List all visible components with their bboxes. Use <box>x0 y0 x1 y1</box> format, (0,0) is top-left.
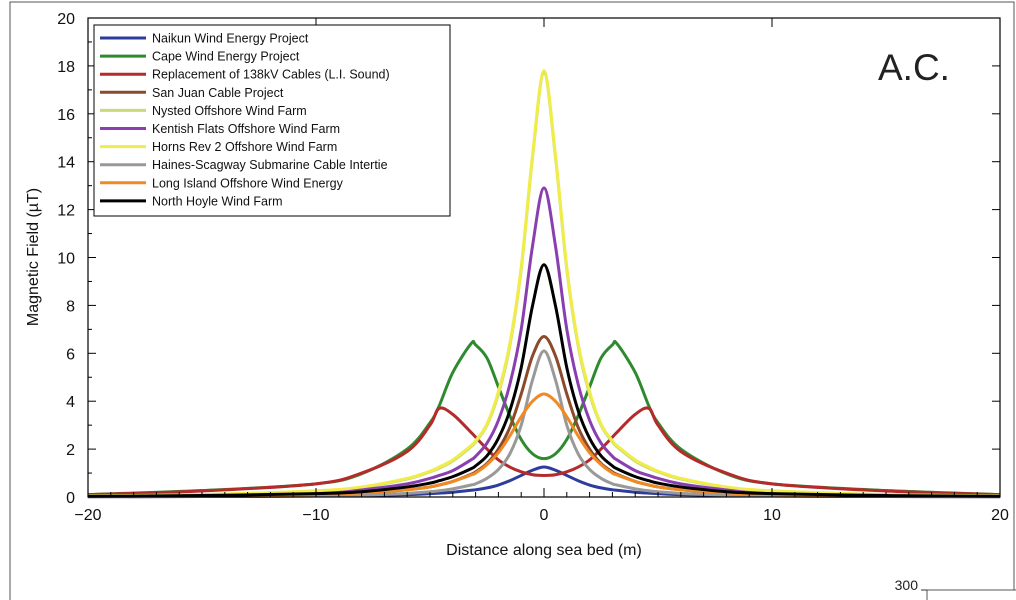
legend: Naikun Wind Energy Project Cape Wind Ener… <box>93 24 451 217</box>
legend-box <box>93 24 451 217</box>
x-tick-label: 10 <box>763 507 781 524</box>
legend-label: Kentish Flats Offshore Wind Farm <box>152 122 340 136</box>
y-tick-label: 20 <box>57 11 75 28</box>
y-tick-label: 16 <box>57 107 75 124</box>
y-tick-label: 14 <box>57 155 75 172</box>
legend-label: North Hoyle Wind Farm <box>152 194 283 208</box>
legend-label: Cape Wind Energy Project <box>152 50 300 64</box>
legend-label: Horns Rev 2 Offshore Wind Farm <box>152 140 337 154</box>
chart-annotation: A.C. <box>878 47 950 88</box>
series-line-9 <box>87 392 1001 499</box>
series-line-3 <box>87 406 1001 497</box>
series-line-10 <box>87 263 1001 498</box>
x-tick-label: −10 <box>302 507 329 524</box>
x-tick-label: 0 <box>540 507 549 524</box>
series-line-8 <box>87 349 1001 499</box>
inset-plot-fragment: 300 <box>895 577 1016 600</box>
inset-tick-label: 300 <box>895 577 919 593</box>
y-tick-label: 12 <box>57 203 75 220</box>
series-line-1 <box>87 465 1001 499</box>
axis-ticks: −20 −10 0 10 20 0 2 4 6 8 10 12 14 16 18 20 <box>57 11 1009 524</box>
y-tick-label: 18 <box>57 59 75 76</box>
legend-label: Naikun Wind Energy Project <box>152 32 309 46</box>
y-tick-label: 6 <box>66 346 75 363</box>
legend-label: San Juan Cable Project <box>152 86 284 100</box>
outer-frame <box>9 1 1015 600</box>
y-tick-label: 4 <box>66 394 75 411</box>
legend-label: Replacement of 138kV Cables (L.I. Sound) <box>152 68 390 82</box>
y-tick-label: 10 <box>57 251 75 268</box>
x-tick-label: −20 <box>74 507 101 524</box>
series-line-7 <box>87 69 1001 498</box>
x-tick-label: 20 <box>991 507 1009 524</box>
x-axis-label: Distance along sea bed (m) <box>446 542 642 559</box>
series-curves <box>87 69 1001 499</box>
inset-frame <box>926 589 1016 600</box>
y-tick-label: 8 <box>66 298 75 315</box>
y-tick-label: 0 <box>66 490 75 507</box>
series-line-6 <box>87 186 1001 498</box>
legend-label: Haines-Scagway Submarine Cable Intertie <box>152 158 388 172</box>
legend-label: Nysted Offshore Wind Farm <box>152 104 307 118</box>
y-axis-label: Magnetic Field (µT) <box>25 188 42 326</box>
y-tick-label: 2 <box>66 442 75 459</box>
legend-label: Long Island Offshore Wind Energy <box>152 176 344 190</box>
